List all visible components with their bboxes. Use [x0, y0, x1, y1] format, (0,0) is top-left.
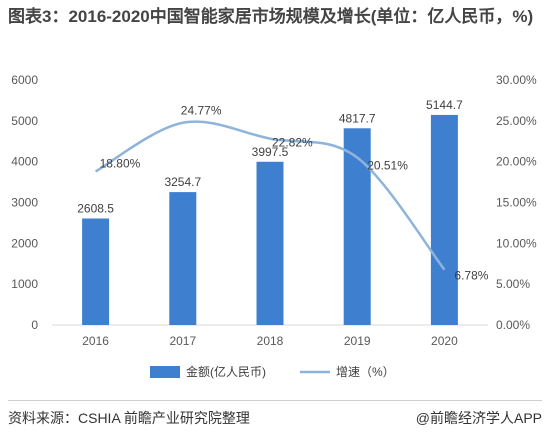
line-value-label: 20.51% — [367, 159, 408, 173]
legend-label-line: 增速（%） — [336, 365, 395, 379]
bar — [430, 114, 458, 326]
y-right-tick-label: 10.00% — [496, 236, 537, 250]
bar — [256, 161, 284, 325]
legend-label-bar: 金额(亿人民币) — [186, 364, 266, 379]
y-right-tick-label: 20.00% — [496, 155, 537, 169]
credit-note: @前瞻经济学人APP — [415, 410, 542, 426]
bar-value-label: 3254.7 — [164, 175, 201, 189]
line-value-label: 22.82% — [272, 136, 313, 150]
source-note: 资料来源：CSHIA 前瞻产业研究院整理 — [8, 410, 250, 426]
y-left-tick-label: 4000 — [11, 155, 38, 169]
bar — [343, 128, 371, 325]
x-tick-label: 2018 — [257, 334, 284, 348]
y-right-tick-label: 5.00% — [496, 277, 530, 291]
y-left-tick-label: 1000 — [11, 277, 38, 291]
x-tick-label: 2020 — [431, 334, 458, 348]
y-left-tick-label: 5000 — [11, 114, 38, 128]
line-value-label: 24.77% — [181, 104, 222, 118]
y-left-tick-label: 6000 — [11, 73, 38, 87]
bar — [169, 192, 197, 325]
y-right-tick-label: 15.00% — [496, 196, 537, 210]
x-tick-label: 2016 — [82, 334, 109, 348]
y-right-tick-label: 0.00% — [496, 318, 530, 332]
x-tick-label: 2019 — [344, 334, 371, 348]
y-left-tick-label: 3000 — [11, 196, 38, 210]
y-right-tick-label: 25.00% — [496, 114, 537, 128]
y-right-tick-label: 30.00% — [496, 73, 537, 87]
bar-value-label: 3997.5 — [252, 145, 289, 159]
bar-value-label: 4817.7 — [339, 111, 376, 125]
bar — [82, 218, 110, 325]
bar-value-label: 2608.5 — [77, 201, 114, 215]
chart-title: 图表3：2016-2020中国智能家居市场规模及增长(单位：亿人民币，%) — [8, 7, 534, 26]
bar-value-label: 5144.7 — [426, 98, 463, 112]
line-value-label: 6.78% — [454, 269, 488, 283]
footer-rule — [8, 400, 542, 401]
legend-swatch-bar — [150, 366, 180, 378]
growth-line — [94, 120, 446, 271]
y-left-tick-label: 0 — [31, 318, 38, 332]
y-left-tick-label: 2000 — [11, 236, 38, 250]
line-value-label: 18.80% — [100, 156, 141, 170]
x-tick-label: 2017 — [169, 334, 196, 348]
